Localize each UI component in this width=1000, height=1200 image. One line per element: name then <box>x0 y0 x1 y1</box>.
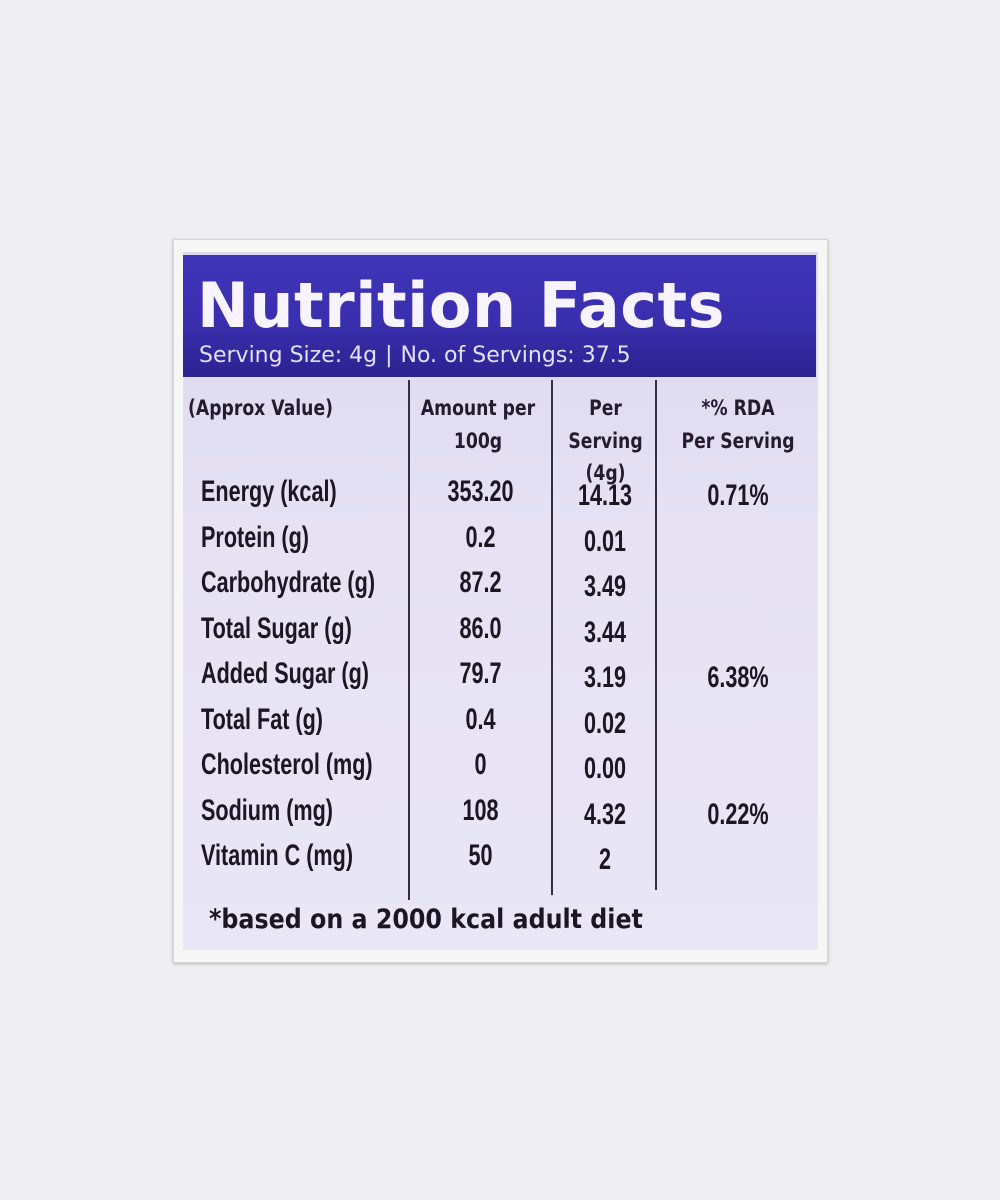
column-header-per-100g-line1: Amount per <box>420 396 536 420</box>
column-header-per-100g: Amount per 100g <box>417 392 540 457</box>
amount-per-serving: 0.02 <box>583 706 627 740</box>
nutrient-name: Energy (kcal) <box>201 475 337 508</box>
amount-per-serving: 3.49 <box>583 570 627 603</box>
column-header-per-serving-line2: (4g) <box>585 461 626 486</box>
amount-per-100g: 50 <box>468 839 493 872</box>
column-header-rda-line1: *% RDA <box>701 396 775 420</box>
amount-per-100g: 0.4 <box>465 702 496 736</box>
amount-per-serving: 14.13 <box>577 479 633 512</box>
serving-info: Serving Size: 4g | No. of Servings: 37.5 <box>199 343 631 368</box>
rda-percent: 0.71% <box>707 479 769 512</box>
nutrition-label-card: Nutrition Facts Serving Size: 4g | No. of … <box>173 239 828 963</box>
nutrition-label: Nutrition Facts Serving Size: 4g | No. of … <box>183 252 818 950</box>
amount-per-100g: 86.0 <box>459 611 502 645</box>
nutrient-name: Total Sugar (g) <box>201 611 352 645</box>
amount-per-100g: 0.2 <box>465 520 496 554</box>
column-header-per-100g-line2: 100g <box>453 428 503 453</box>
column-divider-2 <box>551 380 553 895</box>
amount-per-serving: 0.00 <box>583 752 627 785</box>
nutrient-name: Carbohydrate (g) <box>201 566 376 599</box>
label-header: Nutrition Facts Serving Size: 4g | No. of … <box>183 255 816 377</box>
column-header-per-serving-line1: Per Serving <box>568 396 643 453</box>
amount-per-100g: 0 <box>474 748 487 781</box>
amount-per-serving: 3.19 <box>583 661 627 694</box>
nutrient-name: Protein (g) <box>201 520 309 554</box>
nutrient-name: Added Sugar (g) <box>201 657 369 690</box>
serving-size: Serving Size: 4g <box>199 343 378 368</box>
amount-per-serving: 0.01 <box>583 524 627 558</box>
column-header-nutrient: (Approx Value) <box>188 392 352 425</box>
nutrient-name: Sodium (mg) <box>201 793 333 827</box>
column-divider-3 <box>655 380 657 890</box>
amount-per-serving: 4.32 <box>583 797 627 831</box>
serving-separator: | <box>385 343 393 368</box>
nutrient-name: Cholesterol (mg) <box>201 748 373 781</box>
column-header-rda: *% RDA Per Serving <box>677 392 800 457</box>
amount-per-100g: 79.7 <box>459 657 502 690</box>
amount-per-100g: 87.2 <box>459 566 502 599</box>
amount-per-serving: 3.44 <box>583 615 627 649</box>
column-divider-1 <box>408 380 410 900</box>
nutrient-name: Vitamin C (mg) <box>201 839 354 872</box>
nutrient-name: Total Fat (g) <box>201 702 323 736</box>
column-header-rda-line2: Per Serving <box>681 428 795 453</box>
servings-count: No. of Servings: 37.5 <box>400 343 631 368</box>
amount-per-100g: 108 <box>462 793 499 827</box>
column-header-nutrient-label: (Approx Value) <box>188 396 333 420</box>
amount-per-100g: 353.20 <box>447 475 514 508</box>
rda-percent: 6.38% <box>707 661 769 694</box>
column-header-per-serving: Per Serving (4g) <box>558 392 652 490</box>
footnote: *based on a 2000 kcal adult diet <box>209 904 643 935</box>
rda-percent: 0.22% <box>707 797 769 831</box>
label-title: Nutrition Facts <box>197 269 726 342</box>
amount-per-serving: 2 <box>598 843 612 876</box>
